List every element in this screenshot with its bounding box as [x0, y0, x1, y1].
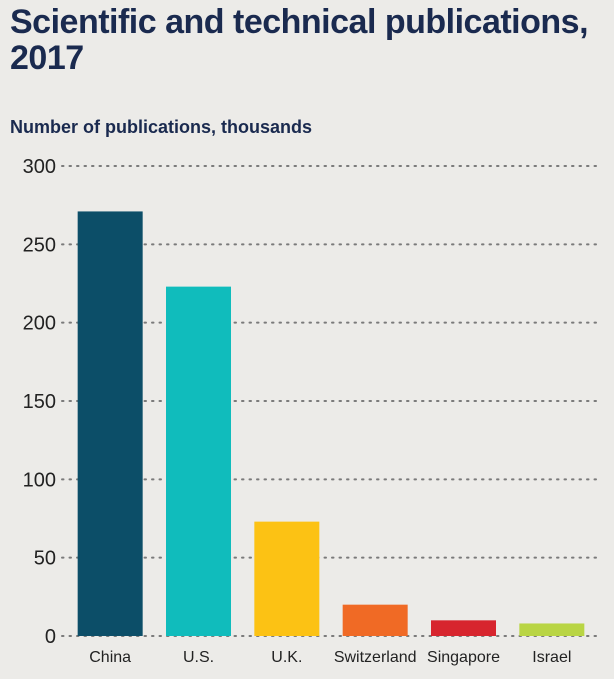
y-tick-labels: 0 50 100 150 200 250 300	[23, 156, 56, 648]
bar-u-k	[254, 521, 320, 636]
bar-israel	[519, 623, 585, 636]
chart-title: Scientific and technical publications, 2…	[10, 3, 589, 77]
bar-switzerland	[342, 604, 408, 636]
x-tick-label: Singapore	[427, 649, 500, 666]
bar-u-s	[166, 286, 231, 636]
y-tick-label: 200	[23, 313, 56, 335]
y-tick-label: 50	[34, 548, 56, 570]
bar-china	[77, 211, 143, 636]
y-tick-label: 100	[23, 469, 56, 491]
x-tick-label: U.S.	[183, 649, 214, 666]
x-tick-label: China	[89, 649, 131, 666]
y-tick-label: 300	[23, 156, 56, 178]
x-tick-label: U.K.	[271, 649, 302, 666]
x-tick-label: Switzerland	[334, 649, 417, 666]
x-tick-labels: China U.S. U.K. Switzerland Singapore Israel	[89, 649, 571, 666]
y-axis-label: Number of publications, thousands	[10, 117, 313, 137]
bar-singapore	[431, 620, 496, 636]
y-tick-label: 150	[23, 391, 56, 413]
y-tick-label: 0	[45, 626, 56, 648]
y-tick-label: 250	[23, 234, 56, 256]
bars	[77, 211, 585, 636]
x-tick-label: Israel	[532, 649, 571, 666]
gridlines	[61, 165, 597, 637]
